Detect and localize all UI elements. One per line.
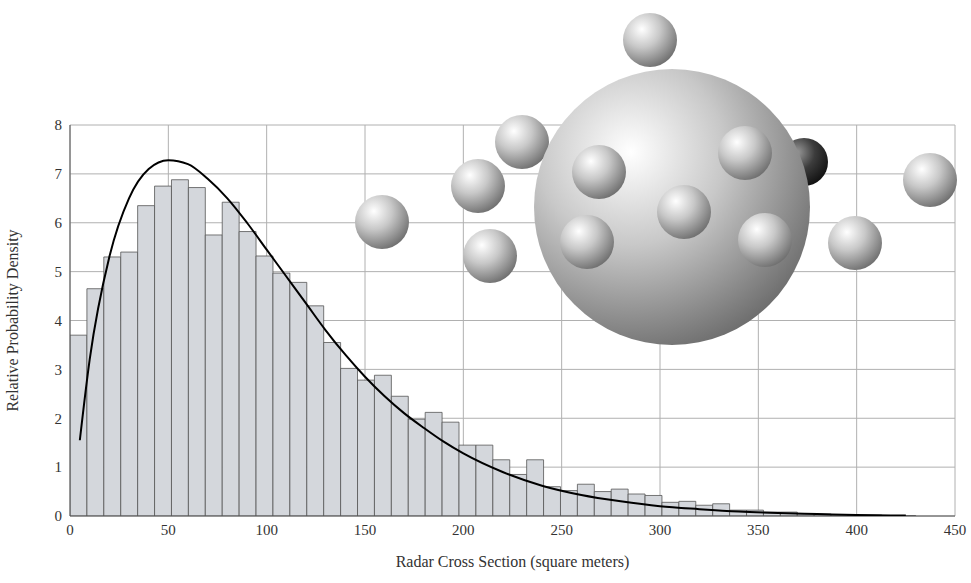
svg-text:0: 0	[55, 508, 63, 524]
svg-text:150: 150	[354, 522, 377, 538]
svg-text:3: 3	[55, 362, 63, 378]
svg-text:1: 1	[55, 459, 63, 475]
svg-text:0: 0	[66, 522, 74, 538]
svg-text:7: 7	[55, 166, 63, 182]
svg-text:5: 5	[55, 264, 63, 280]
svg-text:200: 200	[452, 522, 475, 538]
svg-text:6: 6	[55, 215, 63, 231]
svg-text:400: 400	[845, 522, 868, 538]
svg-text:Relative Probability Density: Relative Probability Density	[4, 229, 22, 411]
svg-text:300: 300	[649, 522, 672, 538]
svg-text:Radar Cross Section (square me: Radar Cross Section (square meters)	[396, 553, 630, 571]
svg-text:250: 250	[550, 522, 573, 538]
svg-text:8: 8	[55, 117, 63, 133]
svg-text:50: 50	[161, 522, 176, 538]
svg-text:2: 2	[55, 411, 63, 427]
svg-text:100: 100	[255, 522, 278, 538]
svg-text:450: 450	[944, 522, 967, 538]
svg-text:350: 350	[747, 522, 770, 538]
svg-text:4: 4	[55, 313, 63, 329]
